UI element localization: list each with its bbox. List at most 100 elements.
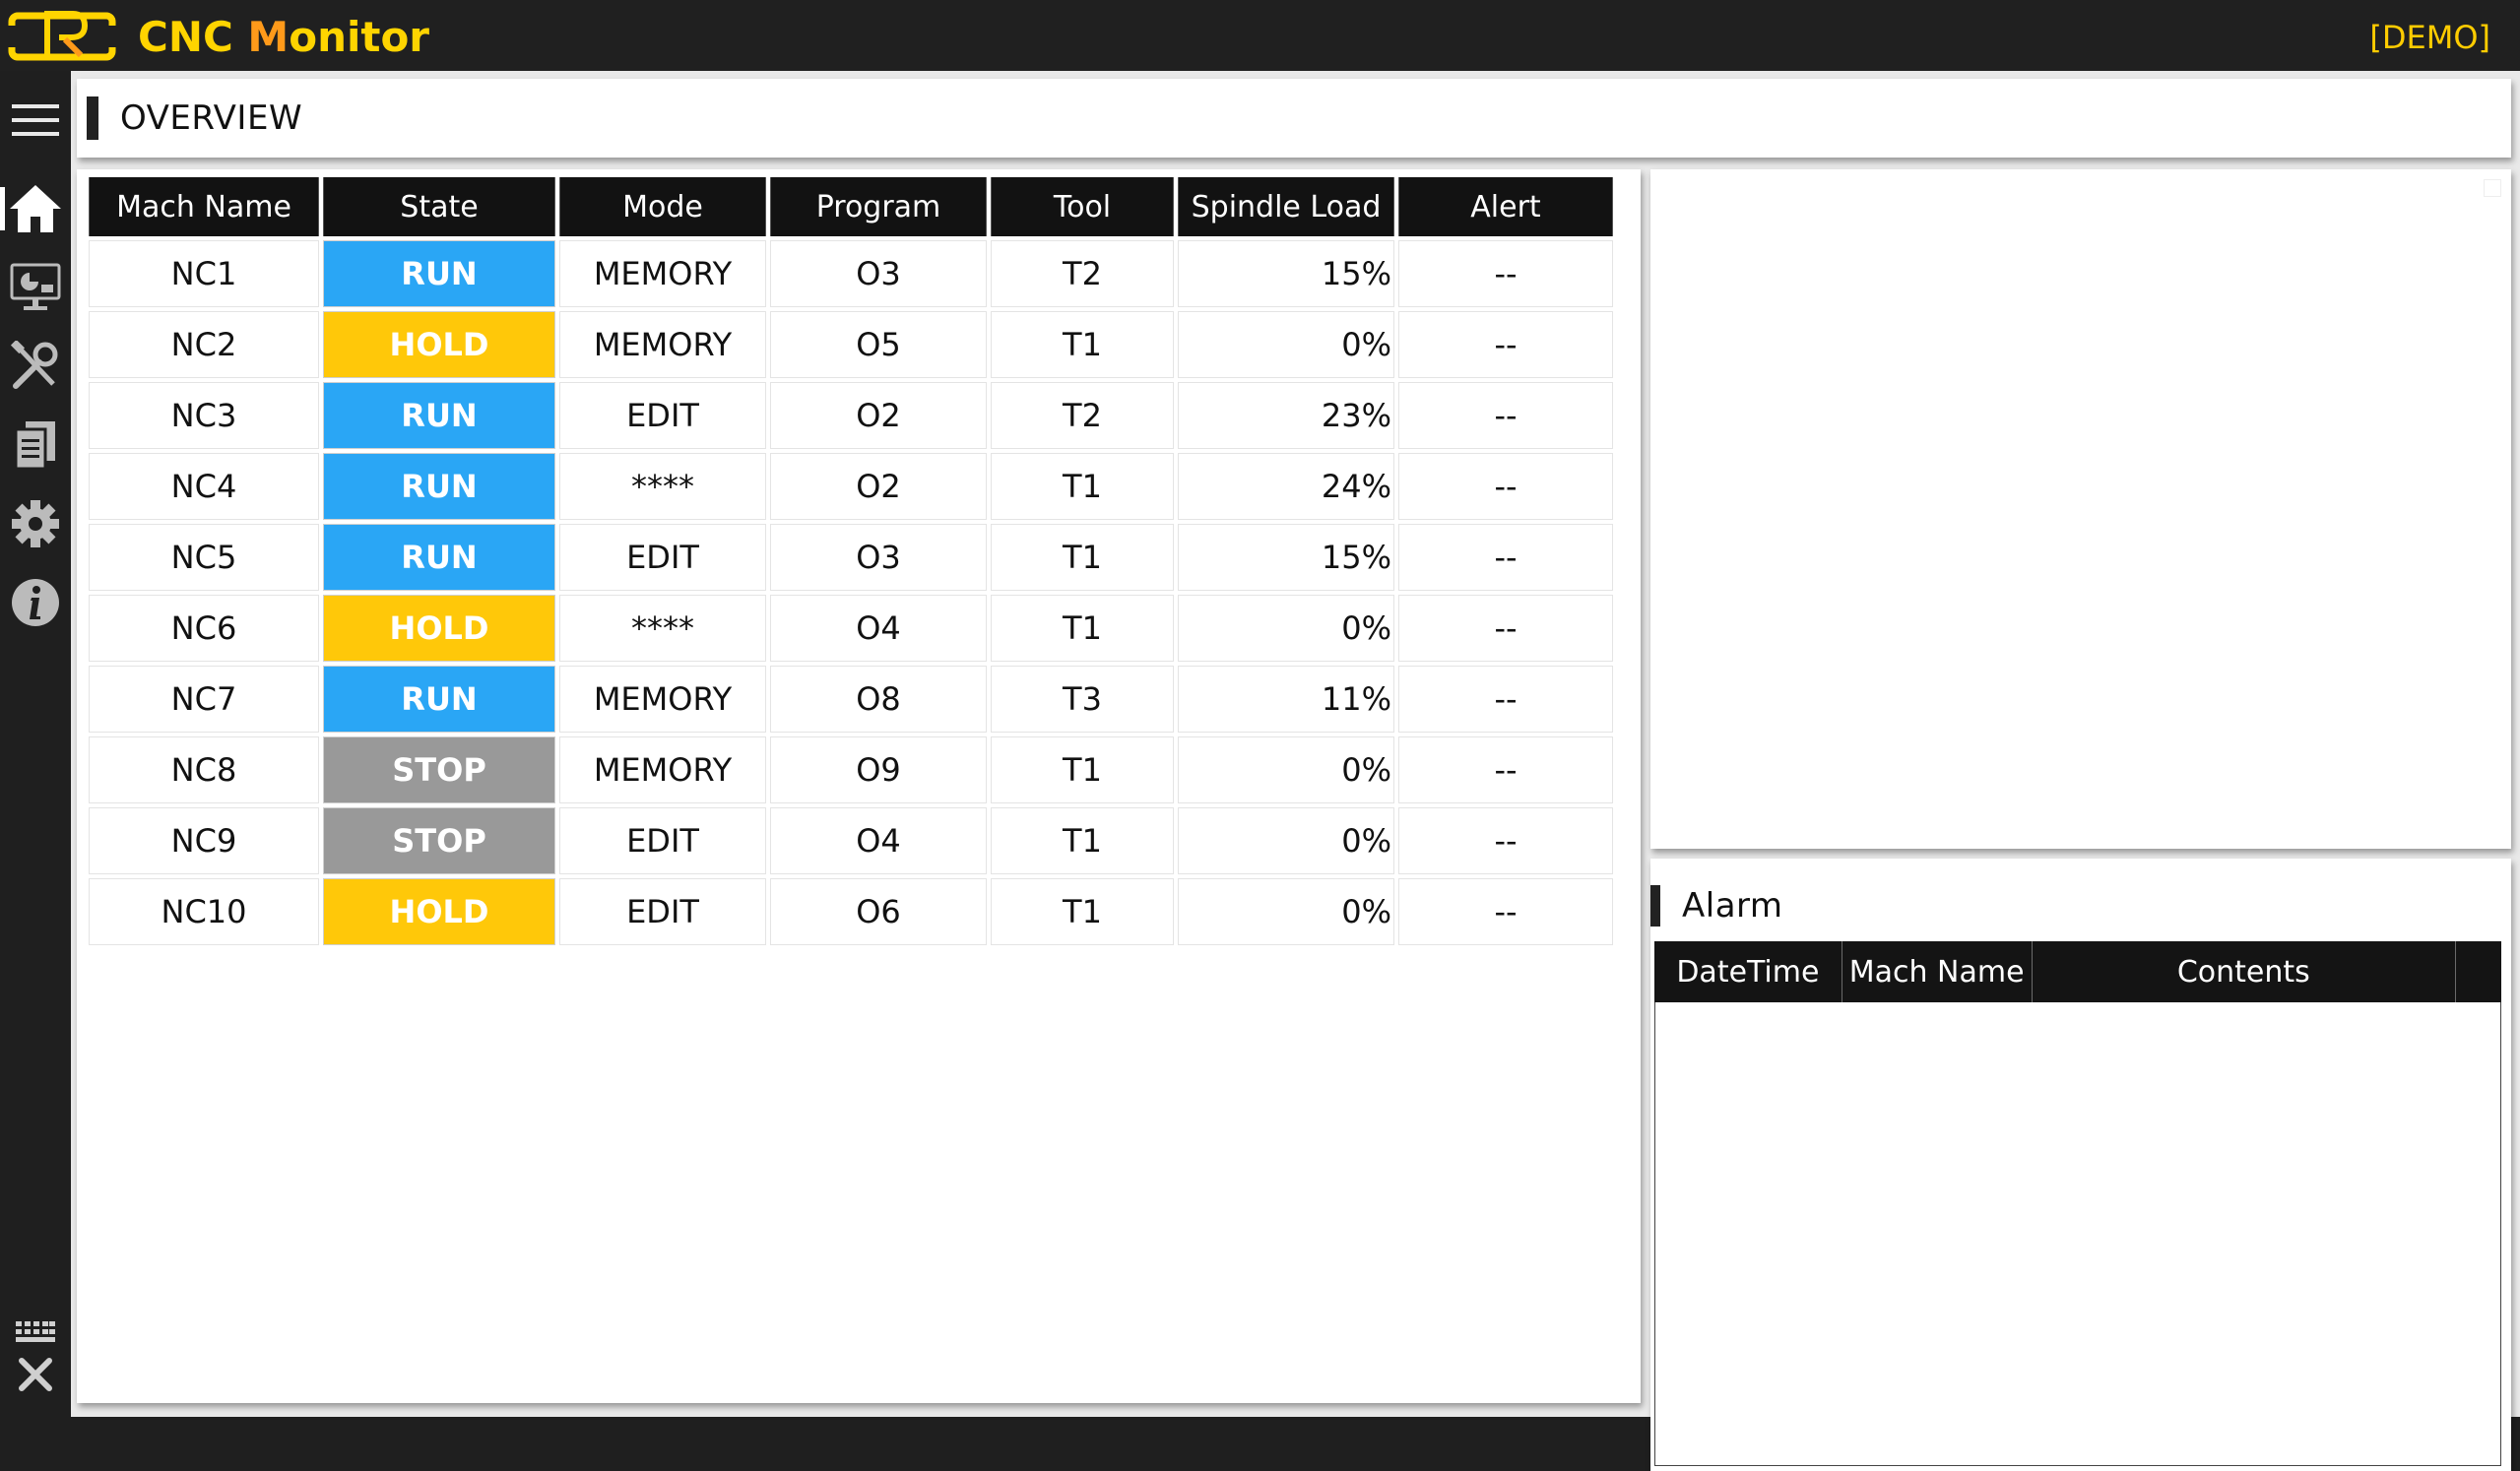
sidebar-item-reports[interactable] bbox=[0, 410, 71, 480]
table-row[interactable]: NC5 RUN EDIT O3 T1 15% -- bbox=[89, 524, 1613, 591]
col-datetime[interactable]: DateTime bbox=[1654, 941, 1842, 1002]
documents-icon bbox=[14, 421, 55, 471]
tool-cell: T2 bbox=[991, 382, 1174, 449]
section-marker bbox=[87, 96, 98, 140]
home-icon bbox=[10, 185, 61, 232]
alert-cell: -- bbox=[1398, 240, 1613, 307]
col-state[interactable]: State bbox=[323, 177, 555, 236]
sidebar bbox=[0, 71, 71, 1417]
mach-name-cell: NC7 bbox=[89, 666, 319, 733]
alert-cell: -- bbox=[1398, 311, 1613, 378]
mach-name-cell: NC9 bbox=[89, 807, 319, 874]
spindle-load-cell: 24% bbox=[1178, 453, 1394, 520]
col-tool[interactable]: Tool bbox=[991, 177, 1174, 236]
program-cell: O8 bbox=[770, 666, 987, 733]
keyboard-icon bbox=[16, 1321, 55, 1342]
program-cell: O6 bbox=[770, 878, 987, 945]
col-program[interactable]: Program bbox=[770, 177, 987, 236]
state-badge: RUN bbox=[323, 453, 555, 520]
spindle-load-cell: 0% bbox=[1178, 595, 1394, 662]
table-row[interactable]: NC9 STOP EDIT O4 T1 0% -- bbox=[89, 807, 1613, 874]
tools-icon bbox=[10, 341, 58, 389]
col-alert[interactable]: Alert bbox=[1398, 177, 1613, 236]
table-row[interactable]: NC1 RUN MEMORY O3 T2 15% -- bbox=[89, 240, 1613, 307]
alarm-panel: Alarm DateTime Mach Name Contents bbox=[1650, 859, 2511, 1471]
sidebar-item-dashboard[interactable] bbox=[0, 252, 71, 323]
table-row[interactable]: NC3 RUN EDIT O2 T2 23% -- bbox=[89, 382, 1613, 449]
table-row[interactable]: NC7 RUN MEMORY O8 T3 11% -- bbox=[89, 666, 1613, 733]
table-row[interactable]: NC8 STOP MEMORY O9 T1 0% -- bbox=[89, 736, 1613, 803]
alert-cell: -- bbox=[1398, 736, 1613, 803]
table-row[interactable]: NC6 HOLD **** O4 T1 0% -- bbox=[89, 595, 1613, 662]
state-badge: HOLD bbox=[323, 878, 555, 945]
mode-cell: EDIT bbox=[559, 382, 766, 449]
alarm-list[interactable] bbox=[1654, 1002, 2501, 1466]
col-contents[interactable]: Contents bbox=[2033, 941, 2457, 1002]
sidebar-close-button[interactable] bbox=[0, 1339, 71, 1410]
tool-cell: T1 bbox=[991, 595, 1174, 662]
monitor-chart-icon bbox=[10, 263, 61, 310]
mode-cell: MEMORY bbox=[559, 311, 766, 378]
spindle-load-cell: 15% bbox=[1178, 524, 1394, 591]
alarm-title: Alarm bbox=[1682, 886, 1783, 926]
machine-table-header: Mach Name State Mode Program Tool Spindl… bbox=[89, 177, 1613, 236]
app-logo-icon bbox=[8, 11, 116, 61]
tool-cell: T1 bbox=[991, 878, 1174, 945]
spindle-load-cell: 0% bbox=[1178, 311, 1394, 378]
alert-cell: -- bbox=[1398, 595, 1613, 662]
tool-cell: T1 bbox=[991, 453, 1174, 520]
col-mach-name[interactable]: Mach Name bbox=[89, 177, 319, 236]
alert-cell: -- bbox=[1398, 807, 1613, 874]
mode-cell: **** bbox=[559, 453, 766, 520]
spindle-load-cell: 0% bbox=[1178, 807, 1394, 874]
active-indicator bbox=[0, 187, 5, 230]
spindle-load-cell: 23% bbox=[1178, 382, 1394, 449]
sidebar-menu-button[interactable] bbox=[0, 85, 71, 156]
alert-cell: -- bbox=[1398, 878, 1613, 945]
main-content: OVERVIEW Mach Name State Mode Program To… bbox=[71, 71, 2520, 1471]
detail-panel bbox=[1650, 169, 2511, 849]
overview-header: OVERVIEW bbox=[77, 79, 2511, 158]
col-alarm-mach-name[interactable]: Mach Name bbox=[1842, 941, 2033, 1002]
app-title: CNC Monitor bbox=[138, 13, 430, 61]
table-row[interactable]: NC4 RUN **** O2 T1 24% -- bbox=[89, 453, 1613, 520]
machine-table: Mach Name State Mode Program Tool Spindl… bbox=[85, 173, 1617, 949]
spindle-load-cell: 11% bbox=[1178, 666, 1394, 733]
program-cell: O2 bbox=[770, 453, 987, 520]
alert-cell: -- bbox=[1398, 382, 1613, 449]
state-badge: STOP bbox=[323, 736, 555, 803]
col-spindle-load[interactable]: Spindle Load bbox=[1178, 177, 1394, 236]
sidebar-keyboard-button[interactable] bbox=[0, 1298, 71, 1369]
sidebar-item-settings[interactable] bbox=[0, 488, 71, 559]
program-cell: O4 bbox=[770, 595, 987, 662]
state-badge: HOLD bbox=[323, 311, 555, 378]
close-icon bbox=[19, 1358, 52, 1391]
program-cell: O9 bbox=[770, 736, 987, 803]
state-badge: STOP bbox=[323, 807, 555, 874]
program-cell: O4 bbox=[770, 807, 987, 874]
mach-name-cell: NC3 bbox=[89, 382, 319, 449]
mach-name-cell: NC5 bbox=[89, 524, 319, 591]
tool-cell: T1 bbox=[991, 736, 1174, 803]
sidebar-item-tools[interactable] bbox=[0, 331, 71, 402]
section-marker bbox=[1650, 885, 1660, 927]
demo-mode-badge: [DEMO] bbox=[2369, 19, 2490, 56]
col-mode[interactable]: Mode bbox=[559, 177, 766, 236]
mach-name-cell: NC2 bbox=[89, 311, 319, 378]
sidebar-item-overview[interactable] bbox=[0, 173, 71, 244]
hamburger-menu-icon bbox=[12, 104, 59, 136]
mach-name-cell: NC6 bbox=[89, 595, 319, 662]
col-spacer bbox=[2456, 941, 2501, 1002]
sidebar-item-info[interactable] bbox=[0, 567, 71, 638]
state-badge: RUN bbox=[323, 524, 555, 591]
table-row[interactable]: NC10 HOLD EDIT O6 T1 0% -- bbox=[89, 878, 1613, 945]
table-row[interactable]: NC2 HOLD MEMORY O5 T1 0% -- bbox=[89, 311, 1613, 378]
mach-name-cell: NC8 bbox=[89, 736, 319, 803]
state-badge: RUN bbox=[323, 240, 555, 307]
mode-cell: EDIT bbox=[559, 524, 766, 591]
tool-cell: T1 bbox=[991, 311, 1174, 378]
state-badge: RUN bbox=[323, 382, 555, 449]
state-badge: HOLD bbox=[323, 595, 555, 662]
mode-cell: MEMORY bbox=[559, 240, 766, 307]
panel-corner-checkbox[interactable] bbox=[2484, 179, 2501, 197]
